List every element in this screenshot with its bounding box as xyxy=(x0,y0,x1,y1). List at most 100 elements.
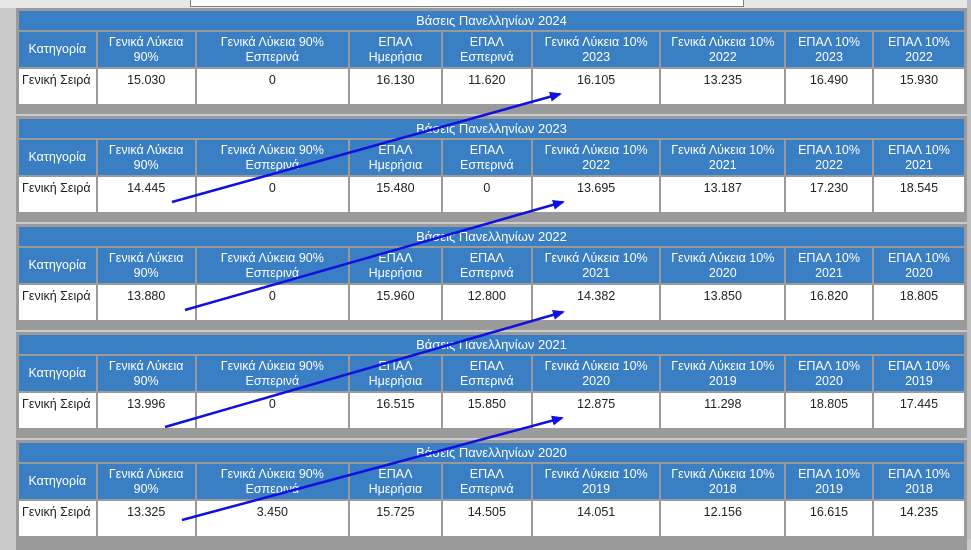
table-cell-value: 18.805 xyxy=(899,289,939,303)
table-cell-value: 16.820 xyxy=(809,289,849,303)
row-label-cell: Γενική Σειρά xyxy=(19,177,96,212)
value-cell: 13.850 xyxy=(661,285,785,320)
value-cell: 13.187 xyxy=(661,177,785,212)
value-cell: 16.820 xyxy=(786,285,872,320)
value-cell: 15.030 xyxy=(97,69,195,104)
value-cell: 15.725 xyxy=(349,501,441,536)
table-cell-value: 13.235 xyxy=(703,73,742,87)
table-cell-value: 16.515 xyxy=(376,397,415,411)
header-epal-day: ΕΠΑΛ Ημερήσια xyxy=(349,248,441,283)
value-cell: 16.515 xyxy=(349,393,441,428)
value-cell: 13.695 xyxy=(532,177,660,212)
table-cell-value: 15.030 xyxy=(127,73,166,87)
value-cell: 18.805 xyxy=(873,285,964,320)
header-epal-day: ΕΠΑΛ Ημερήσια xyxy=(349,356,441,391)
header-category: Κατηγορία xyxy=(19,32,96,67)
table-caption: Βάσεις Πανελληνίων 2024 xyxy=(19,11,964,30)
table-cell-value: 13.850 xyxy=(703,289,742,303)
value-cell: 14.505 xyxy=(442,501,531,536)
header-general-lyceum-10-a: Γενικά Λύκεια 10% 2021 xyxy=(532,248,660,283)
header-epal-10-a: ΕΠΑΛ 10% 2022 xyxy=(786,140,872,175)
caption-row: Βάσεις Πανελληνίων 2021 xyxy=(19,335,964,354)
header-epal-10-b: ΕΠΑΛ 10% 2021 xyxy=(873,140,964,175)
scrollbar[interactable] xyxy=(967,0,971,539)
results-table: Βάσεις Πανελληνίων 2021 Κατηγορία Γενικά … xyxy=(17,333,966,430)
results-table: Βάσεις Πανελληνίων 2022 Κατηγορία Γενικά … xyxy=(17,225,966,322)
table-cell-value: 13.880 xyxy=(127,289,166,303)
header-general-lyceum-90: Γενικά Λύκεια 90% xyxy=(97,464,195,499)
value-cell: 13.235 xyxy=(661,69,785,104)
value-cell: 0 xyxy=(196,285,348,320)
table-cell-value: 14.051 xyxy=(577,505,616,519)
value-cell: 15.850 xyxy=(442,393,531,428)
header-epal-10-b: ΕΠΑΛ 10% 2022 xyxy=(873,32,964,67)
caption-row: Βάσεις Πανελληνίων 2024 xyxy=(19,11,964,30)
header-general-lyceum-90: Γενικά Λύκεια 90% xyxy=(97,140,195,175)
header-general-lyceum-90-evening: Γενικά Λύκεια 90% Εσπερινά xyxy=(196,140,348,175)
caption-row: Βάσεις Πανελληνίων 2020 xyxy=(19,443,964,462)
caption-row: Βάσεις Πανελληνίων 2022 xyxy=(19,227,964,246)
table-cell-value: 13.996 xyxy=(127,397,166,411)
header-general-lyceum-90: Γενικά Λύκεια 90% xyxy=(97,356,195,391)
value-cell: 17.230 xyxy=(786,177,872,212)
table-cell-value: 17.445 xyxy=(899,397,939,411)
table-caption: Βάσεις Πανελληνίων 2021 xyxy=(19,335,964,354)
value-cell: 15.930 xyxy=(873,69,964,104)
row-label: Γενική Σειρά xyxy=(22,73,91,87)
value-cell: 0 xyxy=(442,177,531,212)
header-category: Κατηγορία xyxy=(19,464,96,499)
header-epal-10-b: ΕΠΑΛ 10% 2019 xyxy=(873,356,964,391)
top-input-box[interactable] xyxy=(190,0,744,7)
table-cell-value: 0 xyxy=(268,181,276,195)
table-cell-value: 13.325 xyxy=(127,505,166,519)
table-row: Γενική Σειρά 13.880 0 15.960 12.800 14.382 13.… xyxy=(19,285,964,320)
value-cell: 18.545 xyxy=(873,177,964,212)
value-cell: 15.480 xyxy=(349,177,441,212)
table-cell-value: 14.505 xyxy=(467,505,506,519)
value-cell: 12.156 xyxy=(661,501,785,536)
value-cell: 0 xyxy=(196,69,348,104)
header-row: Κατηγορία Γενικά Λύκεια 90% Γενικά Λύκεια … xyxy=(19,464,964,499)
value-cell: 14.445 xyxy=(97,177,195,212)
value-cell: 14.382 xyxy=(532,285,660,320)
row-label: Γενική Σειρά xyxy=(22,505,91,519)
value-cell: 12.875 xyxy=(532,393,660,428)
table-caption: Βάσεις Πανελληνίων 2023 xyxy=(19,119,964,138)
table-row: Γενική Σειρά 15.030 0 16.130 11.620 16.105 13.… xyxy=(19,69,964,104)
header-category: Κατηγορία xyxy=(19,356,96,391)
table-cell-value: 17.230 xyxy=(809,181,849,195)
results-table: Βάσεις Πανελληνίων 2020 Κατηγορία Γενικά … xyxy=(17,441,966,538)
value-cell: 14.235 xyxy=(873,501,964,536)
results-table-block: Βάσεις Πανελληνίων 2022 Κατηγορία Γενικά … xyxy=(16,224,967,330)
table-caption: Βάσεις Πανελληνίων 2020 xyxy=(19,443,964,462)
header-epal-evening: ΕΠΑΛ Εσπερινά xyxy=(442,464,531,499)
value-cell: 13.325 xyxy=(97,501,195,536)
results-table-block: Βάσεις Πανελληνίων 2021 Κατηγορία Γενικά … xyxy=(16,332,967,438)
header-epal-evening: ΕΠΑΛ Εσπερινά xyxy=(442,248,531,283)
value-cell: 16.490 xyxy=(786,69,872,104)
table-cell-value: 16.105 xyxy=(577,73,616,87)
value-cell: 0 xyxy=(196,393,348,428)
table-caption: Βάσεις Πανελληνίων 2022 xyxy=(19,227,964,246)
header-category: Κατηγορία xyxy=(19,248,96,283)
results-table-block: Βάσεις Πανελληνίων 2020 Κατηγορία Γενικά … xyxy=(16,440,967,550)
row-label-cell: Γενική Σειρά xyxy=(19,285,96,320)
table-cell-value: 16.130 xyxy=(376,73,415,87)
header-epal-10-a: ΕΠΑΛ 10% 2021 xyxy=(786,248,872,283)
header-epal-evening: ΕΠΑΛ Εσπερινά xyxy=(442,356,531,391)
table-cell-value: 15.930 xyxy=(899,73,939,87)
header-epal-evening: ΕΠΑΛ Εσπερινά xyxy=(442,140,531,175)
header-row: Κατηγορία Γενικά Λύκεια 90% Γενικά Λύκεια … xyxy=(19,356,964,391)
header-epal-day: ΕΠΑΛ Ημερήσια xyxy=(349,32,441,67)
header-general-lyceum-10-a: Γενικά Λύκεια 10% 2023 xyxy=(532,32,660,67)
table-cell-value: 13.187 xyxy=(703,181,742,195)
table-cell-value: 11.620 xyxy=(468,73,506,87)
table-cell-value: 18.545 xyxy=(899,181,939,195)
header-row: Κατηγορία Γενικά Λύκεια 90% Γενικά Λύκεια … xyxy=(19,32,964,67)
header-epal-10-a: ΕΠΑΛ 10% 2023 xyxy=(786,32,872,67)
table-cell-value: 14.445 xyxy=(127,181,166,195)
row-label: Γενική Σειρά xyxy=(22,181,91,195)
value-cell: 16.130 xyxy=(349,69,441,104)
table-cell-value: 15.480 xyxy=(376,181,415,195)
header-general-lyceum-90: Γενικά Λύκεια 90% xyxy=(97,32,195,67)
